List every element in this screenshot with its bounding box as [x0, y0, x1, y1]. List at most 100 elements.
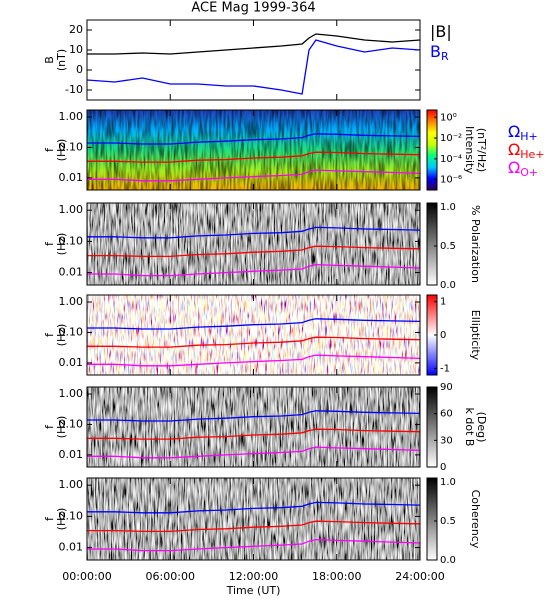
colorbar-tick-label: 1.0 [440, 477, 456, 488]
y-axis-unit: (Hz) [55, 324, 68, 347]
spectrogram-image [87, 387, 420, 467]
y-tick-label: 0.10 [59, 509, 84, 522]
legend-subscript: O+ [520, 166, 538, 179]
colorbar [426, 202, 438, 286]
y-axis-unit: (Hz) [55, 233, 68, 256]
colorbar-tick-label: -1 [440, 363, 450, 374]
y-tick-label: 10 [69, 43, 83, 56]
legend-subscript: H+ [520, 130, 538, 143]
colorbar-tick-label: 10⁻⁶ [440, 175, 462, 186]
colorbar-tick-label: 60 [440, 409, 453, 420]
plot-frame [86, 19, 421, 101]
legend-entry: ΩHe+ [508, 140, 545, 162]
y-tick-label: 0.01 [59, 266, 84, 279]
y-axis-label: B [43, 56, 56, 64]
y-tick-label: 20 [69, 23, 83, 36]
colorbar-tick-label: 1 [440, 297, 446, 308]
plot-frame [86, 477, 421, 561]
colorbar [426, 386, 438, 468]
legend-name: B [430, 42, 441, 61]
colorbar-tick-label: 10⁰ [440, 112, 457, 123]
x-axis-label: Time (UT) [226, 584, 281, 597]
colorbar-tick-label: 10⁻² [440, 133, 462, 144]
legend-entry: ΩO+ [508, 158, 538, 180]
legend-name: Ω [508, 122, 520, 141]
legend-subscript: He+ [520, 148, 544, 161]
legend-entry: |B| [430, 22, 452, 41]
y-axis-label: f [43, 424, 56, 429]
colorbar-label: Intensity [463, 126, 476, 174]
y-tick-label: 1.00 [59, 203, 84, 216]
y-tick-label: 0.01 [59, 541, 84, 554]
y-axis-label: f [43, 332, 56, 337]
series-line [87, 151, 420, 163]
y-tick-label: 0.10 [59, 417, 84, 430]
panel: -1 0 1 Ellipticity 1.00 0.10 0.01 f (Hz) [43, 294, 482, 376]
colorbar-tick-label: 1.0 [440, 202, 456, 213]
y-tick-label: 0.01 [59, 171, 84, 184]
colorbar-label: % Polarization [469, 205, 482, 283]
colorbar-tick-label: 30 [440, 435, 453, 446]
y-axis-label: f [43, 241, 56, 246]
series-line [87, 318, 420, 330]
series-line [87, 428, 420, 440]
y-tick-label: 0.10 [59, 325, 84, 338]
legend-entry: BR [430, 42, 449, 64]
series-line [87, 501, 420, 514]
plot-frame [86, 386, 421, 468]
series-line [87, 336, 420, 348]
colorbar-tick-label: 0.5 [440, 241, 456, 252]
colorbar-tick-label: 90 [440, 382, 453, 393]
spectrogram-image [87, 203, 420, 285]
colorbar-tick-label: 0.0 [440, 280, 456, 291]
colorbar [426, 109, 438, 191]
series-line [87, 520, 420, 533]
y-tick-label: 0.10 [59, 140, 84, 153]
series-line [87, 538, 420, 552]
x-tick-label: 06:00:00 [146, 570, 195, 583]
legend-subscript: R [441, 50, 449, 63]
colorbar-label: Coherency [469, 490, 482, 549]
y-tick-label: 0.10 [59, 234, 84, 247]
x-tick-label: 00:00:00 [62, 570, 111, 583]
plot-frame [86, 109, 421, 191]
series-line [87, 39, 420, 95]
colorbar-tick-label: 0 [440, 330, 446, 341]
x-tick-label: 24:00:00 [395, 570, 444, 583]
y-tick-label: 0 [76, 63, 83, 76]
series-line [87, 33, 420, 55]
legend-entry: ΩH+ [508, 122, 538, 144]
colorbar-tick-label: 0.0 [440, 555, 456, 566]
spectrogram-image [87, 295, 420, 375]
y-tick-label: 0.01 [59, 448, 84, 461]
y-tick-label: 1.00 [59, 295, 84, 308]
y-tick-label: 0.01 [59, 356, 84, 369]
chart-title: ACE Mag 1999-364 [191, 1, 315, 16]
x-tick-label: 12:00:00 [229, 570, 278, 583]
colorbar-unit: (Deg) [475, 412, 488, 443]
y-tick-label: 1.00 [59, 387, 84, 400]
y-axis-unit: (Hz) [55, 508, 68, 531]
y-axis-unit: (nT) [55, 49, 68, 71]
series-line [87, 133, 420, 145]
colorbar-tick-label: 10⁻⁴ [440, 154, 462, 165]
spectrogram-texture [87, 110, 420, 190]
y-axis-unit: (Hz) [55, 139, 68, 162]
colorbar-unit: (nT²/Hz) [475, 128, 488, 172]
plot-frame [86, 294, 421, 376]
colorbar-label: Ellipticity [469, 310, 482, 361]
series-line [87, 263, 420, 277]
colorbar-tick-label: 0.5 [440, 516, 456, 527]
x-tick-label: 18:00:00 [312, 570, 361, 583]
y-axis-unit: (Hz) [55, 416, 68, 439]
series-line [87, 354, 420, 367]
y-tick-label: 1.00 [59, 478, 84, 491]
y-tick-label: -10 [65, 83, 83, 96]
series-line [87, 169, 420, 182]
panel: 0.0 0.5 1.0 % Polarization 1.00 0.10 0.01 f (Hz) [43, 202, 482, 291]
series-line [87, 245, 420, 258]
y-axis-label: f [43, 147, 56, 152]
